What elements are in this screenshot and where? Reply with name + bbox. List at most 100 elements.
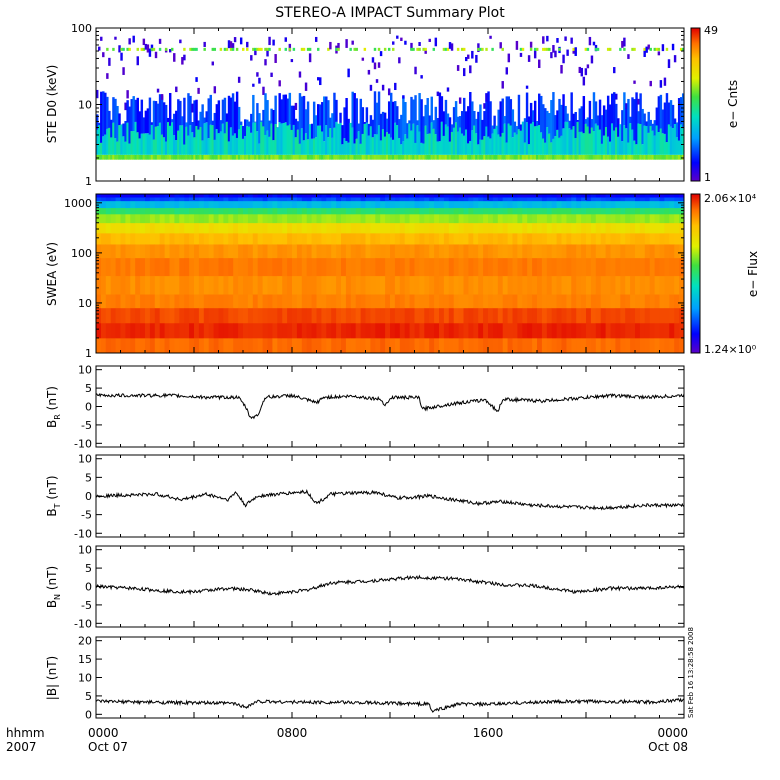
ste-cell xyxy=(424,154,427,160)
ste-cell xyxy=(428,133,431,155)
swea-cell xyxy=(507,197,513,202)
swea-cell xyxy=(247,275,254,295)
ste-cell xyxy=(357,123,360,132)
ste-cell xyxy=(124,120,127,142)
ste-cell xyxy=(527,55,531,62)
ste-cell xyxy=(160,154,164,160)
swea-cell xyxy=(664,244,670,259)
swea-cell xyxy=(566,200,572,209)
ste-cell xyxy=(572,47,575,51)
ste-cell xyxy=(655,107,659,126)
swea-cell xyxy=(635,213,641,224)
swea-cell xyxy=(355,244,361,259)
ste-cell xyxy=(292,47,296,51)
swea-cell xyxy=(292,194,298,198)
swea-cell xyxy=(419,294,425,309)
swea-cell xyxy=(551,337,557,353)
ste-cell xyxy=(369,154,373,160)
ste-cell xyxy=(213,154,217,160)
swea-cell xyxy=(233,244,239,259)
swea-cell xyxy=(228,244,234,259)
ste-cell xyxy=(154,154,158,160)
swea-cell xyxy=(140,307,146,324)
swea-cell xyxy=(252,275,259,295)
swea-cell xyxy=(179,244,185,259)
ste-cell xyxy=(394,122,397,155)
ste-cell xyxy=(418,47,421,51)
swea-cell xyxy=(478,207,484,215)
swea-cell xyxy=(478,244,484,259)
swea-cell xyxy=(292,337,298,353)
swea-cell xyxy=(282,207,288,215)
swea-cell xyxy=(537,197,543,202)
ste-cell xyxy=(503,154,506,160)
ste-cell xyxy=(527,144,531,155)
swea-cell xyxy=(96,222,102,234)
swea-cell xyxy=(169,200,175,209)
swea-cell xyxy=(507,222,513,234)
ste-cell xyxy=(296,129,300,155)
swea-cell xyxy=(169,222,175,234)
ste-cell xyxy=(134,154,137,160)
swea-cell xyxy=(399,337,406,353)
swea-cell xyxy=(164,197,170,202)
swea-cell xyxy=(267,294,273,309)
swea-cell xyxy=(394,294,401,309)
ste-cell xyxy=(195,99,198,126)
ste-cell xyxy=(580,67,584,77)
swea-cell xyxy=(571,275,577,295)
ste-cell xyxy=(323,96,326,142)
ste-cell xyxy=(462,47,466,51)
ste-cell xyxy=(189,95,192,126)
swea-cell xyxy=(238,307,244,324)
swea-cell xyxy=(100,257,107,277)
ste-cell xyxy=(185,154,188,160)
swea-cell xyxy=(522,200,528,209)
swea-cell xyxy=(189,232,195,245)
swea-cell xyxy=(478,200,484,209)
swea-cell xyxy=(140,197,146,202)
swea-cell xyxy=(679,307,684,324)
swea-cell xyxy=(394,322,401,339)
ste-cell xyxy=(239,37,243,45)
ste-cell xyxy=(248,126,251,155)
swea-cell xyxy=(247,222,254,234)
swea-cell xyxy=(483,244,489,259)
ste-cell xyxy=(215,129,219,155)
ste-cell xyxy=(505,96,508,143)
swea-cell xyxy=(502,257,508,277)
swea-cell xyxy=(448,213,455,224)
swea-cell xyxy=(586,194,592,198)
swea-cell xyxy=(654,207,660,215)
swea-cell xyxy=(639,337,646,353)
ste-cell xyxy=(570,129,573,155)
ste-cell xyxy=(509,125,513,155)
swea-cell xyxy=(541,194,548,198)
swea-cell xyxy=(576,257,582,277)
ste-cell xyxy=(284,122,287,155)
ste-cell xyxy=(387,47,391,51)
ste-cell xyxy=(465,111,468,130)
ste-cell xyxy=(564,154,567,160)
swea-cell xyxy=(135,244,141,259)
swea-cell xyxy=(311,200,317,209)
swea-cell xyxy=(100,337,107,353)
swea-cell xyxy=(370,337,376,353)
ste-cell xyxy=(104,92,107,135)
swea-cell xyxy=(463,294,469,309)
ste-cell xyxy=(473,154,476,160)
swea-cell xyxy=(115,337,121,353)
swea-cell xyxy=(669,207,675,215)
ste-cell xyxy=(598,99,602,130)
swea-cell xyxy=(443,257,450,277)
ste-cell xyxy=(171,122,174,155)
ste-cell xyxy=(402,154,405,160)
ste-cell xyxy=(302,47,306,51)
ste-cell xyxy=(584,123,588,155)
swea-cell xyxy=(130,337,136,353)
swea-cell xyxy=(120,244,126,259)
swea-cell xyxy=(679,337,684,353)
swea-cell xyxy=(429,194,435,198)
swea-cell xyxy=(198,213,205,224)
swea-cell xyxy=(576,207,582,215)
